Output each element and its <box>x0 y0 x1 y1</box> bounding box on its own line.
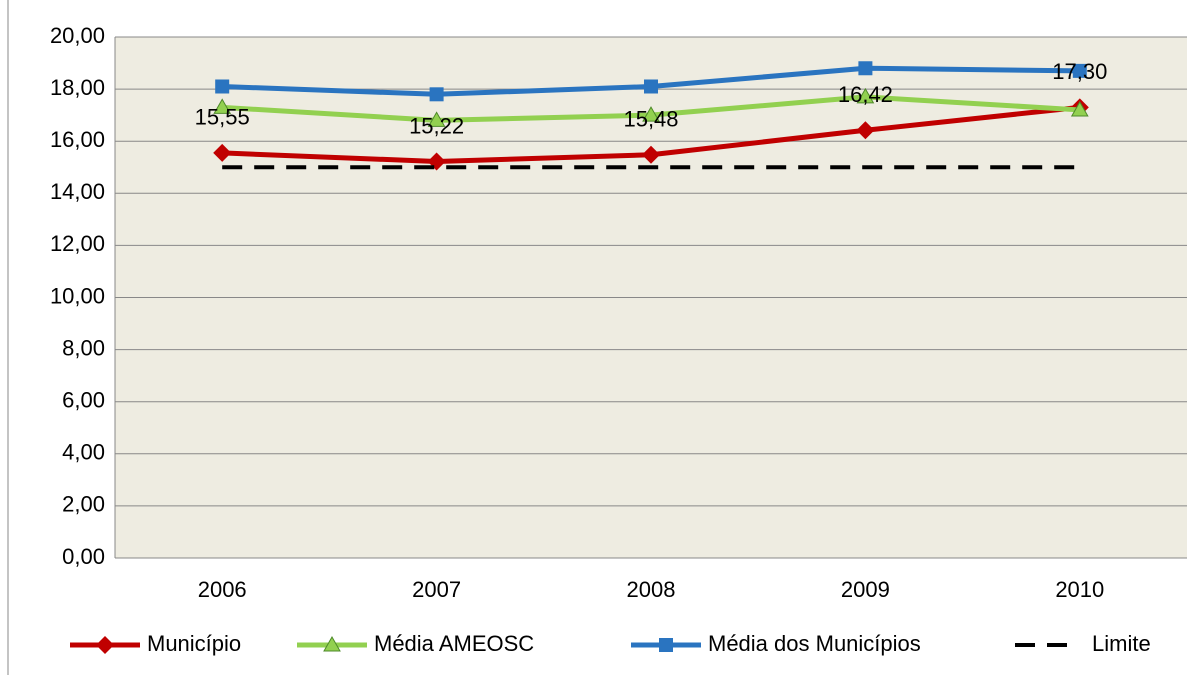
y-tick-label: 12,00 <box>50 231 105 256</box>
y-tick-label: 4,00 <box>62 440 105 465</box>
x-tick-label: 2009 <box>841 577 890 602</box>
data-point <box>644 79 658 94</box>
data-point <box>427 111 446 127</box>
y-tick-label: 2,00 <box>62 492 105 517</box>
y-tick-label: 8,00 <box>62 335 105 360</box>
legend-label: Média AMEOSC <box>374 631 534 656</box>
data-point <box>215 79 230 94</box>
data-point <box>1072 63 1087 78</box>
legend-label: Limite <box>1092 631 1151 656</box>
y-tick-label: 0,00 <box>62 544 105 569</box>
legend-marker <box>96 636 114 654</box>
data-point <box>858 61 873 76</box>
legend-label: Município <box>147 631 241 656</box>
data-point <box>213 143 232 162</box>
legend-marker <box>323 635 341 652</box>
y-tick-label: 20,00 <box>50 23 105 48</box>
data-label: 15,48 <box>623 107 678 132</box>
x-tick-label: 2010 <box>1055 577 1104 602</box>
data-point <box>856 121 875 140</box>
data-point <box>1070 100 1089 117</box>
y-tick-label: 16,00 <box>50 127 105 152</box>
y-tick-label: 18,00 <box>50 75 105 100</box>
y-tick-label: 10,00 <box>50 283 105 308</box>
x-tick-label: 2007 <box>412 577 461 602</box>
legend-label: Média dos Municípios <box>708 631 921 656</box>
x-tick-label: 2008 <box>627 577 676 602</box>
y-tick-label: 6,00 <box>62 388 105 413</box>
data-label: 16,42 <box>838 82 893 107</box>
data-label: 17,30 <box>1052 59 1107 84</box>
y-tick-label: 14,00 <box>50 179 105 204</box>
data-label: 15,22 <box>409 113 464 138</box>
x-tick-label: 2006 <box>198 577 247 602</box>
data-point <box>642 106 660 122</box>
data-point <box>642 145 660 164</box>
data-point <box>856 87 875 104</box>
data-point <box>429 87 444 102</box>
data-label: 15,55 <box>195 105 250 130</box>
data-point <box>213 98 232 114</box>
legend-marker <box>659 638 673 652</box>
